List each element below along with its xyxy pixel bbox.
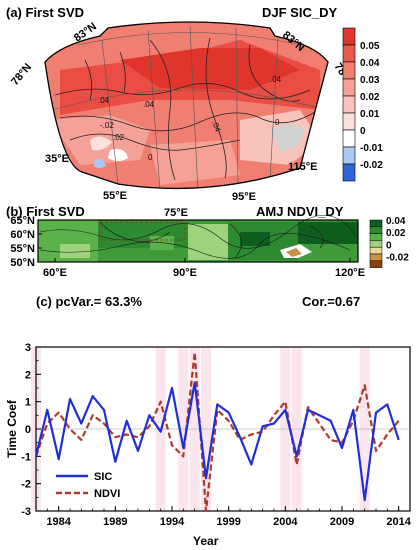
panel-a-title: (a) First SVD bbox=[6, 5, 84, 20]
colorbar-tick-label: 0.01 bbox=[360, 109, 380, 120]
colorbar-swatch bbox=[369, 253, 383, 262]
colorbar-swatch bbox=[342, 129, 356, 148]
colorbar-swatch bbox=[342, 163, 356, 182]
panel-a-sic-map: (a) First SVD DJF SIC_DY bbox=[6, 5, 383, 219]
colorbar-tick-label: 0.04 bbox=[360, 58, 380, 69]
x-tick-label: 1994 bbox=[160, 516, 185, 528]
contour-label: 0 bbox=[275, 118, 280, 127]
x-tick-label: 1989 bbox=[103, 516, 127, 528]
correlation-annotation: Cor.=0.67 bbox=[302, 294, 360, 309]
colorbar-tick-label: 0.05 bbox=[360, 41, 380, 52]
colorbar-tick-label: 0.02 bbox=[386, 228, 406, 239]
x-tick-label: 2009 bbox=[330, 516, 354, 528]
chart-title: (c) pcVar.= 63.3% bbox=[36, 294, 142, 309]
contour-label: .02 bbox=[113, 133, 125, 142]
colorbar-tick-label: 0.02 bbox=[360, 92, 380, 103]
panel-b-axes: 65°N 60°N 55°N 50°N 60°E 90°E 120°E bbox=[10, 215, 365, 279]
colorbar-swatch bbox=[342, 95, 356, 114]
lon-label: 95°E bbox=[232, 191, 256, 203]
colorbar-swatch bbox=[342, 44, 356, 63]
y-tick-label: -1 bbox=[21, 451, 31, 463]
y-tick-label: 2 bbox=[25, 369, 31, 381]
y-axis-label: Time Coef bbox=[5, 399, 19, 458]
panel-c-time-series: (c) pcVar.= 63.3% Cor.=0.67 3 2 1 0 -1 -2 -3 19… bbox=[5, 294, 412, 548]
colorbar-tick-label: 0 bbox=[386, 240, 392, 251]
lon-label: 120°E bbox=[335, 267, 365, 279]
x-tick-label: 1984 bbox=[46, 516, 71, 528]
lon-label: 60°E bbox=[43, 267, 67, 279]
lon-label: 115°E bbox=[288, 161, 317, 173]
colorbar-swatch bbox=[369, 219, 383, 228]
x-tick-label: 2004 bbox=[273, 516, 298, 528]
panel-a-label: DJF SIC_DY bbox=[262, 5, 337, 20]
colorbar-tick-label: -0.01 bbox=[360, 143, 383, 154]
colorbar-swatch bbox=[369, 226, 383, 234]
panel-b-label: AMJ NDVI_DY bbox=[256, 204, 344, 219]
colorbar-swatch bbox=[369, 246, 383, 255]
series-line-ndvi bbox=[34, 351, 400, 513]
colorbar-tick-label: -0.02 bbox=[360, 160, 383, 171]
colorbar-tick-label: -0.02 bbox=[386, 253, 409, 264]
lat-label: 78°N bbox=[9, 61, 34, 88]
ndvi-field bbox=[38, 215, 358, 262]
colorbar-tick-label: 0 bbox=[360, 126, 366, 137]
contour-label: .04 bbox=[98, 96, 110, 105]
lat-label: 50°N bbox=[10, 257, 35, 269]
y-tick-label: -3 bbox=[21, 506, 31, 518]
lon-label: 90°E bbox=[173, 267, 197, 279]
colorbar-swatch bbox=[342, 61, 356, 80]
panel-a-colorbar: 0.05 0.04 0.03 0.02 0.01 0 -0.01 -0.02 bbox=[342, 27, 383, 182]
colorbar-tick-label: 0.04 bbox=[386, 216, 406, 227]
colorbar-swatch bbox=[342, 27, 356, 46]
legend-label-ndvi: NDVI bbox=[94, 488, 120, 500]
contour-label: -.02 bbox=[100, 121, 114, 130]
colorbar-tick-label: 0.03 bbox=[360, 75, 380, 86]
line-chart: 3 2 1 0 -1 -2 -3 1984 1989 1994 1999 2004 2009 2014 bbox=[21, 342, 412, 528]
contour-label: 0 bbox=[148, 153, 153, 162]
colorbar-swatch bbox=[369, 240, 383, 248]
lon-label: 75°E bbox=[164, 207, 188, 219]
x-tick-label: 2014 bbox=[386, 516, 411, 528]
lon-label: 35°E bbox=[45, 153, 69, 165]
panel-b-frame bbox=[37, 219, 359, 263]
sic-field bbox=[45, 22, 328, 189]
colorbar-swatch bbox=[369, 233, 383, 241]
panel-b-title: (b) First SVD bbox=[6, 204, 85, 219]
x-axis-label: Year bbox=[193, 534, 219, 548]
lat-label: 60°N bbox=[10, 229, 35, 241]
panel-b-ndvi-map: (b) First SVD AMJ NDVI_DY bbox=[6, 204, 409, 279]
contour-label: .04 bbox=[210, 120, 222, 134]
panel-b-colorbar: 0.040.020 -0.02 bbox=[369, 216, 409, 268]
lat-label: 65°N bbox=[10, 215, 35, 227]
y-tick-label: 1 bbox=[25, 397, 31, 409]
colorbar-swatch bbox=[342, 112, 356, 131]
series-line-sic bbox=[34, 381, 400, 502]
colorbar-swatch bbox=[342, 146, 356, 165]
colorbar-swatch bbox=[369, 260, 383, 268]
colorbar-swatch bbox=[342, 78, 356, 97]
contour-label: .04 bbox=[143, 100, 155, 109]
legend: SIC NDVI bbox=[56, 471, 120, 500]
lon-label: 55°E bbox=[103, 190, 127, 202]
x-tick-label: 1999 bbox=[216, 516, 240, 528]
legend-label-sic: SIC bbox=[94, 471, 112, 483]
map-boundary bbox=[44, 21, 329, 190]
contour-label: .04 bbox=[270, 75, 282, 84]
y-tick-label: -2 bbox=[21, 479, 31, 491]
y-tick-label: 3 bbox=[25, 342, 31, 354]
lat-label: 55°N bbox=[10, 243, 35, 255]
y-tick-label: 0 bbox=[25, 424, 31, 436]
